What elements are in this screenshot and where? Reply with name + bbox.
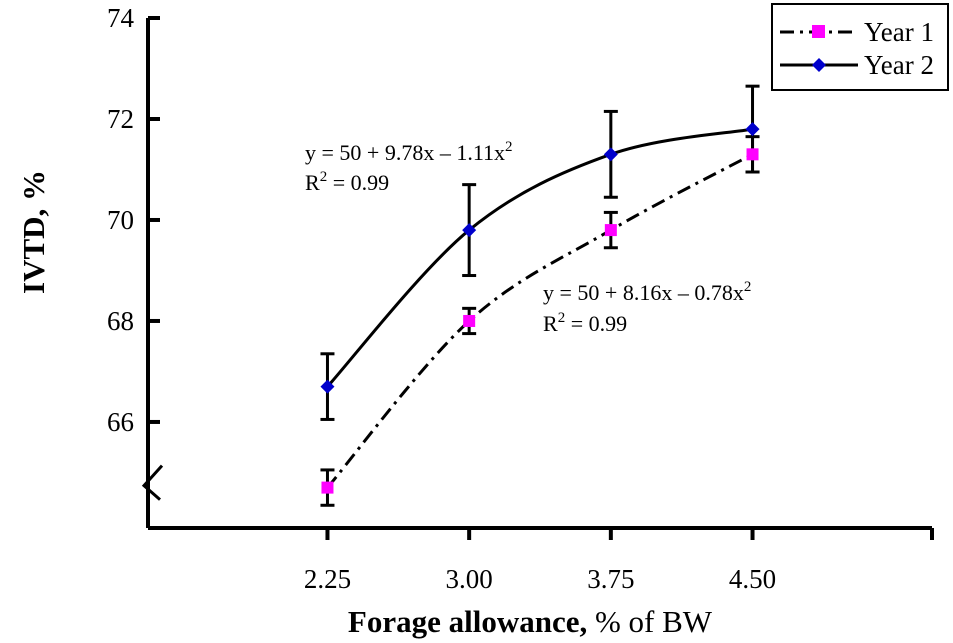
legend-marker-year2: [812, 58, 826, 72]
data-point-year1: [604, 224, 617, 237]
legend: Year 1 Year 2: [771, 3, 949, 91]
fit-curves: [326, 127, 754, 489]
x-axis-title: Forage allowance, % of BW: [348, 604, 713, 639]
data-point-year2: [603, 147, 618, 162]
y-tick-label: 68: [107, 306, 134, 336]
data-point-year2: [745, 122, 760, 137]
y-axis-break: [141, 464, 164, 501]
r2-year2: R2 = 0.99: [305, 169, 389, 195]
data-point-year1: [746, 148, 759, 161]
y-tick-label: 66: [107, 407, 134, 437]
x-tick-label: 3.00: [446, 564, 493, 594]
data-markers: [320, 122, 760, 494]
y-axis-title: IVTD, %: [16, 170, 51, 294]
fit-curve-year2: [326, 127, 753, 388]
data-point-year2: [320, 379, 335, 394]
legend-label-year2: Year 2: [864, 50, 934, 80]
x-tick-label: 2.25: [304, 564, 351, 594]
legend-box: [771, 3, 949, 91]
x-tick-label: 3.75: [587, 564, 634, 594]
data-point-year1: [463, 314, 476, 327]
fit-curve-year1: [326, 153, 754, 489]
data-point-year1: [321, 481, 334, 494]
y-tick-label: 72: [107, 104, 134, 134]
data-point-year2: [462, 223, 477, 238]
r2-year1: R2 = 0.99: [543, 310, 627, 336]
y-tick-label: 70: [107, 205, 134, 235]
y-tick-label: 74: [107, 3, 135, 33]
axes: 66 68 70 72 74 2.25 3.00 3.75 4.50: [107, 3, 934, 594]
x-tick-label: 4.50: [729, 564, 776, 594]
legend-marker-year1: [812, 25, 825, 38]
legend-label-year1: Year 1: [864, 17, 934, 47]
equation-year1: y = 50 + 8.16x – 0.78x2: [543, 279, 751, 305]
equation-year2: y = 50 + 9.78x – 1.11x2: [305, 139, 513, 165]
